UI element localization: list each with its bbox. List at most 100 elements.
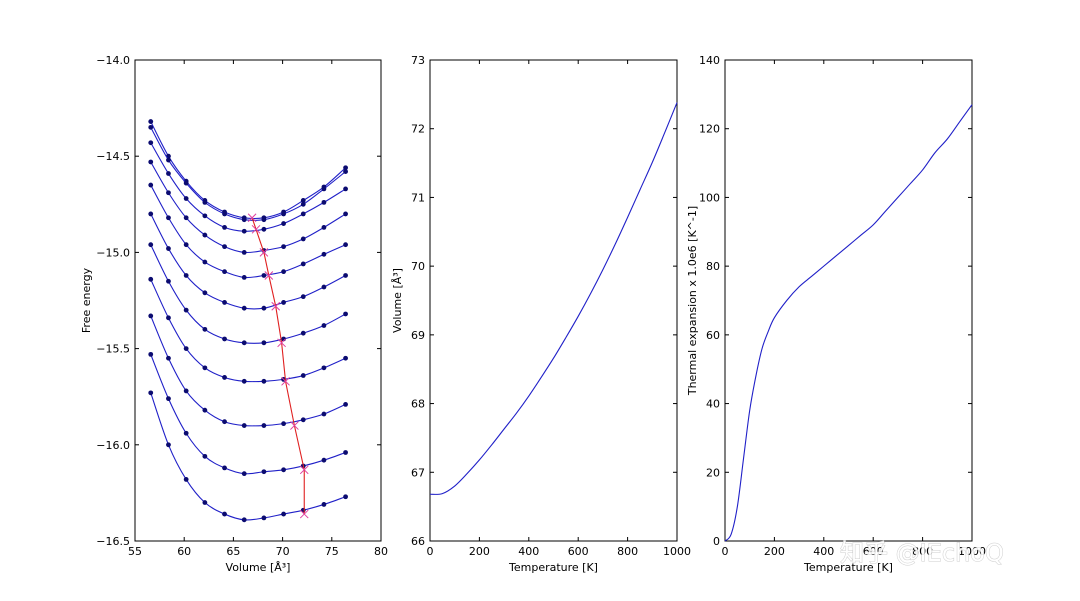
- y-tick-label: −15.0: [96, 246, 130, 259]
- y-tick-label: −14.0: [96, 54, 130, 67]
- energy-point: [281, 421, 286, 427]
- y-tick-label: 0: [713, 535, 720, 548]
- energy-curve: [150, 392, 346, 521]
- energy-point: [166, 171, 171, 176]
- energy-point: [166, 157, 171, 163]
- energy-point: [241, 517, 247, 523]
- energy-point: [222, 511, 227, 517]
- energy-point: [222, 211, 227, 217]
- equilibrium-marker: [264, 271, 274, 280]
- energy-point: [148, 159, 154, 165]
- energy-point: [343, 186, 348, 192]
- thermal-expansion-panel: 0 200 400 600 800 1000 0 20 40 60 80 100 120 140 Tempe…: [686, 54, 986, 574]
- energy-point: [343, 311, 348, 317]
- energy-point: [148, 182, 154, 188]
- energy-point: [343, 273, 348, 278]
- energy-curve: [150, 244, 346, 344]
- energy-point: [343, 355, 348, 361]
- equilibrium-marker: [281, 376, 290, 386]
- x-tick-label: 55: [128, 545, 142, 558]
- energy-point: [281, 244, 286, 250]
- x-tick-label: 800: [617, 545, 638, 558]
- energy-point: [343, 165, 348, 171]
- energy-point: [241, 217, 247, 223]
- x-tick-label: 1000: [958, 545, 986, 558]
- energy-point: [321, 199, 327, 205]
- energy-point: [202, 213, 208, 219]
- x-tick-label: 1000: [663, 545, 691, 558]
- energy-point: [148, 390, 154, 396]
- x-tick-label: 60: [177, 545, 191, 558]
- y-tick-label: 71: [411, 191, 425, 204]
- energy-point: [321, 502, 327, 507]
- y-tick-label: 69: [411, 329, 425, 342]
- equilibrium-marker: [299, 465, 309, 475]
- plot-frame: [429, 59, 678, 542]
- y-tick-label: 72: [411, 123, 425, 136]
- energy-point: [222, 419, 227, 425]
- equilibrium-marker: [299, 509, 309, 519]
- energy-point: [281, 221, 286, 226]
- energy-point: [166, 278, 171, 284]
- energy-point: [166, 215, 171, 221]
- y-tick-label: 60: [706, 329, 720, 342]
- equilibrium-marker: [290, 421, 299, 430]
- energy-point: [222, 336, 227, 342]
- energy-point: [148, 140, 154, 146]
- energy-point: [261, 226, 267, 232]
- y-tick-label: −16.5: [96, 535, 130, 548]
- energy-point: [183, 180, 189, 186]
- x-axis-label: Temperature [K]: [508, 561, 598, 574]
- energy-point: [300, 373, 306, 378]
- energy-point: [261, 378, 267, 384]
- energy-point: [148, 276, 154, 282]
- y-axis-label: Free energy: [80, 267, 93, 333]
- energy-point: [183, 215, 189, 221]
- energy-point: [241, 378, 247, 384]
- energy-point: [222, 300, 227, 305]
- energy-point: [148, 242, 154, 248]
- equilibrium-marker: [251, 224, 261, 234]
- y-tick-label: −14.5: [96, 150, 130, 163]
- x-tick-label: 65: [226, 545, 240, 558]
- equilibrium-marker: [271, 301, 281, 311]
- energy-point: [300, 294, 306, 300]
- energy-point: [166, 315, 171, 321]
- energy-point: [321, 284, 327, 290]
- energy-point: [183, 477, 189, 482]
- energy-curve: [150, 354, 346, 475]
- energy-point: [183, 346, 189, 351]
- energy-point: [343, 211, 348, 217]
- energy-point: [300, 417, 306, 423]
- energy-point: [281, 269, 286, 275]
- energy-point: [281, 467, 286, 473]
- energy-point: [202, 259, 208, 265]
- energy-point: [183, 273, 189, 278]
- energy-point: [300, 211, 306, 217]
- y-tick-label: 67: [411, 466, 425, 479]
- volume-temperature-panel: 0 200 400 600 800 1000 66 67 68 69 70 71 72 73 Tempera…: [391, 54, 691, 574]
- x-tick-label: 400: [518, 545, 539, 558]
- energy-point: [148, 124, 154, 130]
- x-tick-label: 0: [427, 545, 434, 558]
- energy-curve: [150, 213, 346, 310]
- energy-point: [241, 228, 247, 234]
- x-axis-label: Volume [Å³]: [226, 561, 291, 574]
- equilibrium-marker: [277, 338, 286, 348]
- energy-point: [343, 169, 348, 174]
- energy-point: [222, 375, 227, 380]
- energy-point: [202, 453, 208, 459]
- energy-point: [166, 396, 171, 402]
- data-line: [724, 104, 973, 542]
- y-axis-label: Volume [Å³]: [391, 268, 404, 333]
- y-tick-label: 100: [699, 191, 720, 204]
- equilibrium-line: [251, 217, 305, 515]
- energy-point: [343, 494, 348, 500]
- energy-point: [300, 198, 306, 203]
- y-axis-label: Thermal expansion x 1.0e6 [K^-1]: [686, 206, 699, 396]
- equilibrium-marker: [259, 248, 269, 257]
- energy-point: [202, 326, 208, 332]
- energy-point: [241, 275, 247, 280]
- energy-point: [241, 471, 247, 477]
